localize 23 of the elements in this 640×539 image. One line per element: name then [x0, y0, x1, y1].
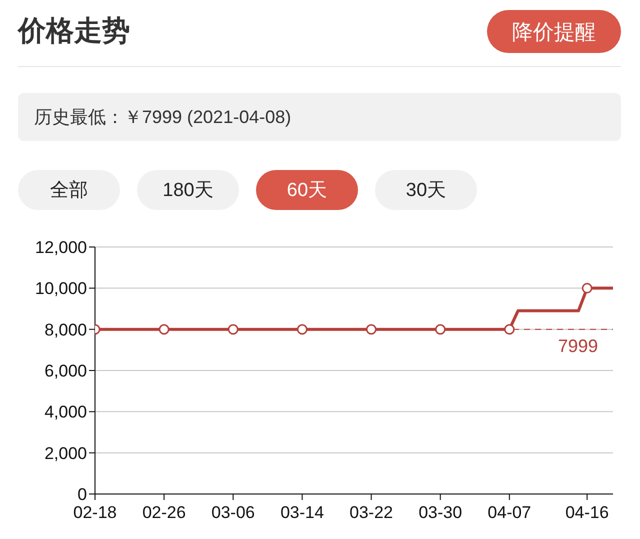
ref-line-label: 7999: [558, 336, 598, 356]
text: 全部: [18, 170, 120, 210]
x-tick-label: 03-30: [418, 503, 462, 522]
text: 60天: [256, 170, 358, 210]
y-tick-label: 6,000: [44, 362, 87, 381]
y-tick-label: 8,000: [44, 320, 87, 340]
y-tick-label: 2,000: [44, 444, 87, 463]
text: 180天: [137, 170, 239, 210]
text: 30天: [375, 170, 477, 210]
text: 降价提醒: [487, 10, 621, 53]
y-tick-label: 0: [78, 485, 87, 504]
y-tick-label: 10,000: [35, 279, 87, 298]
x-tick-label: 03-14: [280, 503, 324, 522]
x-tick-label: 03-06: [211, 503, 255, 522]
y-tick-label: 4,000: [44, 402, 87, 422]
x-tick-label: 04-07: [488, 503, 532, 522]
y-tick-label: 12,000: [35, 238, 87, 258]
x-tick-label: 04-16: [565, 503, 609, 522]
chart-title: 价格走势: [18, 14, 130, 48]
x-tick-label: 02-26: [142, 503, 186, 522]
x-tick-label: 02-18: [73, 503, 117, 522]
x-tick-label: 03-22: [350, 503, 394, 522]
text: 历史最低：￥7999 (2021-04-08): [18, 93, 621, 141]
